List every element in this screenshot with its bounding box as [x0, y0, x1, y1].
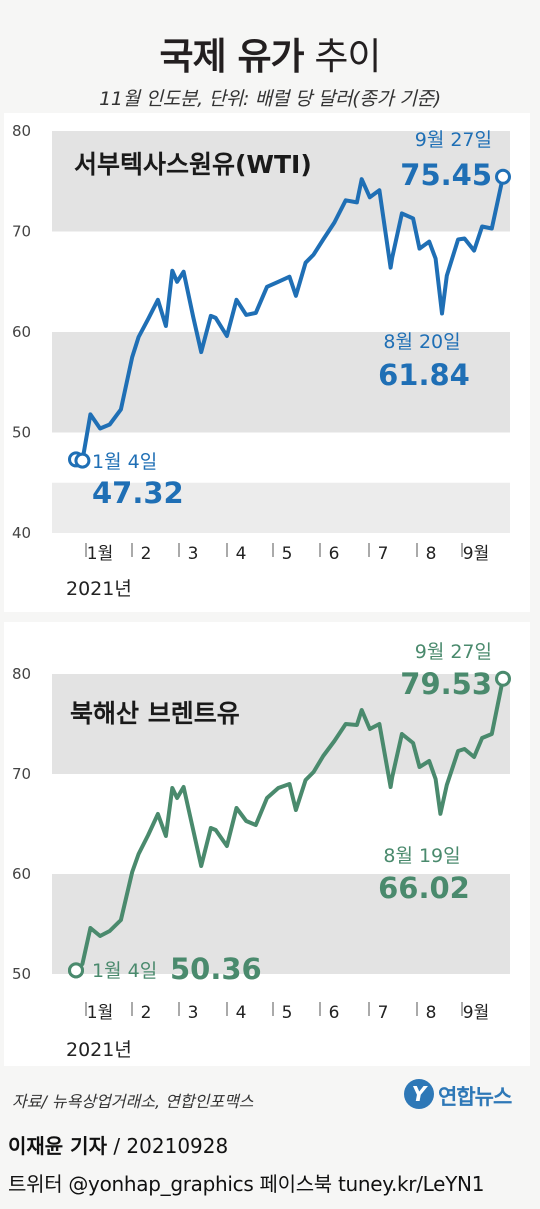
- series-line: [74, 174, 505, 463]
- x-tick-label: 7: [378, 544, 389, 564]
- annotation-value: 79.53: [400, 667, 492, 701]
- annotation-value: 75.45: [400, 158, 492, 192]
- social-links: 트위터 @yonhap_graphics 페이스북 tuney.kr/LeYN1: [8, 1172, 485, 1196]
- title-light: 추이: [314, 35, 381, 78]
- grid-band: [52, 674, 510, 774]
- grid-band: [52, 131, 510, 232]
- x-tick-label: 6: [329, 544, 340, 564]
- y-tick-label: 70: [12, 223, 31, 241]
- year-label: 2021년: [66, 1039, 132, 1061]
- y-tick-label: 80: [12, 665, 31, 683]
- series-title: 북해산 브렌트유: [70, 699, 240, 728]
- x-tick-label: 9월: [463, 1003, 489, 1023]
- series-title: 서부텍사스원유(WTI): [74, 150, 312, 179]
- x-tick-label: 3: [188, 544, 199, 564]
- annotation-date: 8월 20일: [383, 331, 460, 353]
- x-tick-label: 4: [236, 544, 247, 564]
- annotation-date: 9월 27일: [415, 641, 492, 663]
- y-tick-label: 50: [12, 424, 31, 442]
- annotation-date: 8월 19일: [383, 845, 460, 867]
- annotation-value: 47.32: [92, 476, 184, 510]
- wti-chart: 40 50 60 70 80 1월 2 3 4 5 6 7 8 9월 2021년 서부텍사스원유(WTI) 1월…: [12, 122, 511, 600]
- x-tick-label: 5: [282, 1003, 293, 1023]
- x-tick-label: 4: [236, 1003, 247, 1023]
- byline-date: / 20210928: [106, 1134, 229, 1158]
- brent-chart-panel: 50 60 70 80 1월 2 3 4 5 6 7 8 9월 2021년 북해산 브렌트유 1월 4일 50.…: [4, 622, 530, 1066]
- y-tick-label: 60: [12, 865, 31, 883]
- data-point-marker: [68, 962, 84, 979]
- byline-name: 이재윤 기자: [8, 1134, 107, 1158]
- page-title: 국제 유가 추이: [0, 26, 540, 80]
- x-tick-label: 8: [426, 544, 437, 564]
- data-point-marker: [495, 168, 511, 185]
- y-tick-label: 50: [12, 965, 31, 983]
- x-tick-label: 9월: [463, 544, 489, 564]
- page-subtitle: 11월 인도분, 단위: 배럴 당 달러(종가 기준): [99, 88, 441, 110]
- byline: 이재윤 기자 / 20210928: [8, 1130, 228, 1159]
- yonhap-logo-icon: Y: [404, 1079, 434, 1109]
- x-tick-label: 1월: [87, 1003, 113, 1023]
- x-tick-label: 5: [282, 544, 293, 564]
- x-tick-label: 6: [329, 1003, 340, 1023]
- data-point-marker: [74, 452, 91, 469]
- annotation-value: 61.84: [378, 358, 470, 392]
- title-bold: 국제 유가: [159, 35, 305, 78]
- y-tick-label: 60: [12, 323, 31, 341]
- annotation-value: 50.36: [170, 952, 262, 986]
- brent-chart: 50 60 70 80 1월 2 3 4 5 6 7 8 9월 2021년 북해산 브렌트유 1월 4일 50.…: [12, 641, 511, 1061]
- yonhap-logo-text: 연합뉴스: [438, 1085, 512, 1109]
- y-tick-label: 70: [12, 765, 31, 783]
- y-tick-label: 80: [12, 122, 31, 140]
- annotation-date: 1월 4일: [92, 960, 157, 982]
- wti-chart-panel: 40 50 60 70 80 1월 2 3 4 5 6 7 8 9월 2021년 서부텍사스원유(WTI) 1월…: [4, 113, 530, 612]
- x-tick-label: 1월: [87, 544, 113, 564]
- data-point-marker: [495, 670, 511, 687]
- x-tick-label: 8: [426, 1003, 437, 1023]
- source-note: 자료/ 뉴욕상업거래소, 연합인포맥스: [12, 1092, 254, 1111]
- x-tick-label: 7: [378, 1003, 389, 1023]
- grid-band: [52, 482, 510, 533]
- year-label: 2021년: [66, 578, 132, 600]
- x-tick-label: 3: [188, 1003, 199, 1023]
- annotation-date: 9월 27일: [415, 129, 492, 151]
- annotation-value: 66.02: [378, 871, 470, 905]
- yonhap-logo: Y 연합뉴스: [404, 1077, 528, 1117]
- y-tick-label: 40: [12, 524, 31, 542]
- x-tick-label: 2: [141, 544, 152, 564]
- x-tick-label: 2: [141, 1003, 152, 1023]
- annotation-date: 1월 4일: [92, 451, 157, 473]
- series-line: [74, 676, 505, 973]
